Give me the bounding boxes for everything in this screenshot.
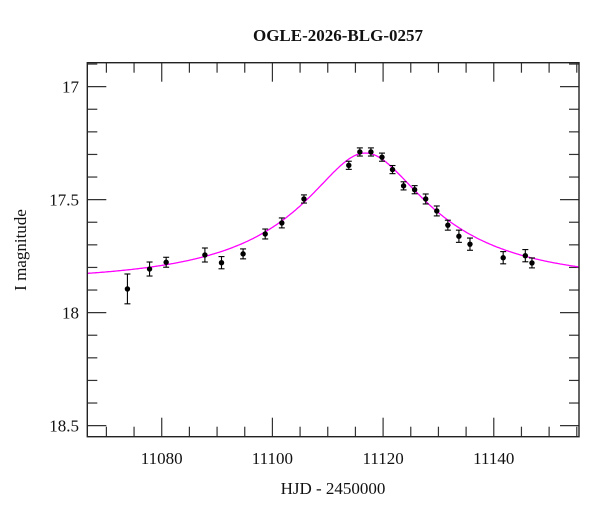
- axis-ticks: 11080 11100 11120 11140 17 17.5 18 18.5: [49, 62, 579, 468]
- data-point: [300, 194, 307, 204]
- y-tick-label: 17: [62, 78, 80, 97]
- y-tick-label: 17.5: [49, 191, 79, 210]
- model-curve: [87, 152, 579, 275]
- data-marker: [467, 241, 473, 247]
- data-point: [444, 219, 451, 231]
- data-marker: [346, 162, 352, 168]
- data-marker: [279, 220, 285, 226]
- data-marker: [379, 154, 385, 160]
- data-marker: [240, 251, 246, 257]
- data-point: [400, 181, 407, 191]
- data-marker: [218, 259, 225, 266]
- data-marker: [146, 266, 153, 272]
- data-marker: [389, 166, 396, 173]
- data-point: [500, 251, 507, 265]
- chart-title: OGLE-2026-BLG-0257: [253, 26, 424, 45]
- data-marker: [124, 286, 131, 292]
- data-marker: [301, 196, 307, 202]
- data-point: [201, 247, 208, 263]
- data-point: [124, 273, 131, 305]
- x-tick-label: 11120: [362, 449, 403, 468]
- x-tick-label: 11080: [141, 449, 183, 468]
- data-marker: [368, 149, 374, 155]
- plot-frame: [86, 62, 580, 438]
- data-point: [378, 152, 385, 162]
- data-point: [433, 205, 440, 217]
- model-curve-group: [87, 152, 579, 275]
- data-marker: [163, 259, 169, 265]
- y-tick-label: 18: [62, 304, 79, 323]
- data-point: [522, 249, 529, 263]
- x-axis-label: HJD - 2450000: [281, 479, 386, 498]
- data-point: [389, 164, 396, 175]
- data-point: [455, 229, 462, 243]
- data-point: [367, 147, 374, 157]
- data-points: [124, 147, 535, 305]
- data-point: [262, 228, 269, 240]
- data-marker: [445, 222, 451, 228]
- data-marker: [262, 231, 268, 237]
- data-point: [466, 237, 473, 251]
- data-point: [146, 261, 153, 277]
- data-marker: [423, 196, 429, 202]
- data-marker: [522, 252, 529, 259]
- data-point: [528, 257, 535, 269]
- data-point: [356, 147, 363, 157]
- data-point: [422, 193, 429, 205]
- data-marker: [400, 183, 407, 189]
- data-marker: [500, 255, 506, 261]
- data-point: [163, 256, 170, 268]
- data-point: [218, 256, 225, 270]
- x-tick-label: 11100: [252, 449, 293, 468]
- y-axis-label: I magnitude: [11, 209, 30, 291]
- data-marker: [529, 260, 535, 266]
- data-marker: [456, 233, 462, 239]
- y-tick-label: 18.5: [49, 417, 79, 436]
- data-point: [240, 248, 247, 260]
- data-point: [278, 217, 285, 229]
- data-marker: [434, 208, 440, 214]
- data-point: [411, 185, 418, 195]
- x-tick-label: 11140: [473, 449, 514, 468]
- data-marker: [357, 149, 363, 155]
- data-point: [345, 160, 352, 170]
- data-marker: [411, 187, 418, 193]
- data-marker: [202, 252, 208, 258]
